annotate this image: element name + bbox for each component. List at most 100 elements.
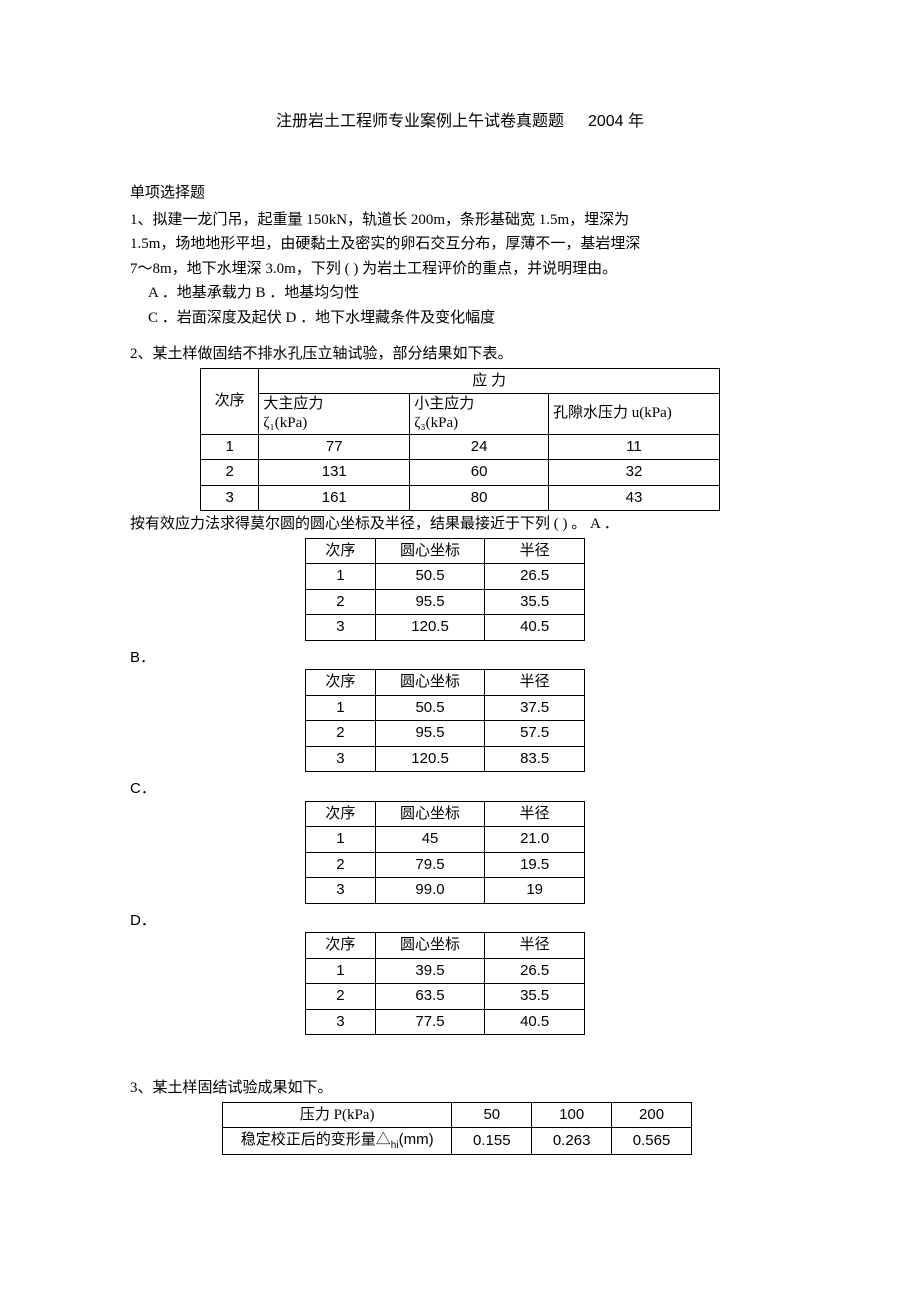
cell: 43 [548, 485, 719, 511]
cell: 3 [306, 615, 376, 641]
q3-r2-label-post: (mm) [399, 1131, 434, 1148]
cell: 2 [306, 984, 376, 1010]
table-row: 稳定校正后的变形量△hi(mm) 0.155 0.263 0.565 [223, 1128, 692, 1155]
cell: 131 [259, 460, 410, 486]
cell: 3 [306, 746, 376, 772]
table-row: 压力 P(kPa) 50 100 200 [223, 1102, 692, 1128]
cell: 80 [410, 485, 549, 511]
cell: 2 [306, 852, 376, 878]
table-row: 2 95.5 35.5 [306, 589, 585, 615]
sub-h1: 次序 [306, 801, 376, 827]
q2-t1-col2-l1: 小主应力 [414, 396, 474, 412]
cell: 32 [548, 460, 719, 486]
cell: 120.5 [375, 615, 485, 641]
sub-h2: 圆心坐标 [375, 670, 485, 696]
table-row: 次序 圆心坐标 半径 [306, 538, 585, 564]
q2-optC-table: 次序 圆心坐标 半径 1 45 21.0 2 79.5 19.5 3 99.0 … [305, 801, 585, 904]
cell: 50.5 [375, 695, 485, 721]
cell: 120.5 [375, 746, 485, 772]
cell: 2 [306, 721, 376, 747]
sub-h3: 半径 [485, 933, 585, 959]
table-row: 2 131 60 32 [201, 460, 720, 486]
cell: 50 [452, 1102, 532, 1128]
page: 注册岩土工程师专业案例上午试卷真题题 2004 年 单项选择题 1、拟建一龙门吊… [0, 0, 920, 1303]
q2-letter-D: D． [130, 910, 790, 933]
cell: 3 [201, 485, 259, 511]
cell: 95.5 [375, 589, 485, 615]
cell: 11 [548, 434, 719, 460]
q1-line1: 1、拟建一龙门吊，起重量 150kN，轨道长 200m，条形基础宽 1.5m，埋… [130, 209, 790, 232]
table-row: 3 99.0 19 [306, 878, 585, 904]
table-row: 次序 应 力 [201, 368, 720, 394]
table-row: 3 161 80 43 [201, 485, 720, 511]
cell: 1 [306, 695, 376, 721]
table-row: 次序 圆心坐标 半径 [306, 670, 585, 696]
sub-h3: 半径 [485, 538, 585, 564]
table-row: 2 95.5 57.5 [306, 721, 585, 747]
cell: 26.5 [485, 958, 585, 984]
cell: 95.5 [375, 721, 485, 747]
cell: 0.263 [532, 1128, 612, 1155]
sub-h2: 圆心坐标 [375, 538, 485, 564]
q2-optB-table: 次序 圆心坐标 半径 1 50.5 37.5 2 95.5 57.5 3 120… [305, 669, 585, 772]
cell: 1 [306, 564, 376, 590]
spacer [130, 1035, 790, 1077]
q2-t1-col3-header: 孔隙水压力 u(kPa) [548, 394, 719, 435]
cell: 200 [612, 1102, 692, 1128]
sub-h3: 半径 [485, 801, 585, 827]
q2-t1-col2-header: 小主应力 ζ₃(kPa) [410, 394, 549, 435]
cell: 77.5 [375, 1009, 485, 1035]
cell: 100 [532, 1102, 612, 1128]
table-row: 1 39.5 26.5 [306, 958, 585, 984]
q2-t1-col1-l1: 大主应力 [263, 396, 323, 412]
sub-h1: 次序 [306, 670, 376, 696]
q3-r2-label-pre: 稳定校正后的变形量△ [241, 1132, 391, 1148]
cell: 35.5 [485, 589, 585, 615]
cell: 79.5 [375, 852, 485, 878]
table-row: 2 63.5 35.5 [306, 984, 585, 1010]
cell: 57.5 [485, 721, 585, 747]
cell: 40.5 [485, 615, 585, 641]
table-row: 1 50.5 26.5 [306, 564, 585, 590]
cell: 0.565 [612, 1128, 692, 1155]
cell: 3 [306, 1009, 376, 1035]
q1-option-row-2: C ．岩面深度及起伏 D ．地下水埋藏条件及变化幅度 [130, 307, 790, 330]
q2-t1-rowlabel-header: 次序 [201, 368, 259, 434]
cell: 21.0 [485, 827, 585, 853]
cell: 26.5 [485, 564, 585, 590]
cell: 0.155 [452, 1128, 532, 1155]
cell: 39.5 [375, 958, 485, 984]
q2-letter-C: C． [130, 778, 790, 801]
q2-t1-col1-header: 大主应力 ζ₁(kPa) [259, 394, 410, 435]
q3-r2-label-sub: hi [391, 1140, 399, 1151]
table-row: 1 50.5 37.5 [306, 695, 585, 721]
document-title: 注册岩土工程师专业案例上午试卷真题题 2004 年 [130, 110, 790, 134]
cell: 50.5 [375, 564, 485, 590]
table-row: 大主应力 ζ₁(kPa) 小主应力 ζ₃(kPa) 孔隙水压力 u(kPa) [201, 394, 720, 435]
cell: 99.0 [375, 878, 485, 904]
cell: 83.5 [485, 746, 585, 772]
cell: 40.5 [485, 1009, 585, 1035]
title-main: 注册岩土工程师专业案例上午试卷真题题 [276, 113, 564, 130]
q3-r2-label: 稳定校正后的变形量△hi(mm) [223, 1128, 452, 1155]
table-row: 2 79.5 19.5 [306, 852, 585, 878]
q1-line3: 7～8m，地下水埋深 3.0m，下列 ( ) 为岩土工程评价的重点，并说明理由。 [130, 258, 790, 281]
cell: 45 [375, 827, 485, 853]
table-row: 1 45 21.0 [306, 827, 585, 853]
cell: 19.5 [485, 852, 585, 878]
cell: 1 [201, 434, 259, 460]
q2-t1-group-header: 应 力 [259, 368, 720, 394]
q3-table: 压力 P(kPa) 50 100 200 稳定校正后的变形量△hi(mm) 0.… [222, 1102, 692, 1156]
sub-h1: 次序 [306, 538, 376, 564]
q2-t1-col1-l2: ζ₁(kPa) [263, 415, 307, 431]
cell: 60 [410, 460, 549, 486]
cell: 1 [306, 827, 376, 853]
cell: 37.5 [485, 695, 585, 721]
cell: 19 [485, 878, 585, 904]
q1-options: A ．地基承载力 B ．地基均匀性 C ．岩面深度及起伏 D ．地下水埋藏条件及… [130, 282, 790, 329]
q2-intro: 2、某土样做固结不排水孔压立轴试验，部分结果如下表。 [130, 343, 790, 366]
q1-line2: 1.5m，场地地形平坦，由硬黏土及密实的卵石交互分布，厚薄不一，基岩埋深 [130, 233, 790, 256]
cell: 3 [306, 878, 376, 904]
q2-optD-table: 次序 圆心坐标 半径 1 39.5 26.5 2 63.5 35.5 3 77.… [305, 932, 585, 1035]
cell: 2 [306, 589, 376, 615]
